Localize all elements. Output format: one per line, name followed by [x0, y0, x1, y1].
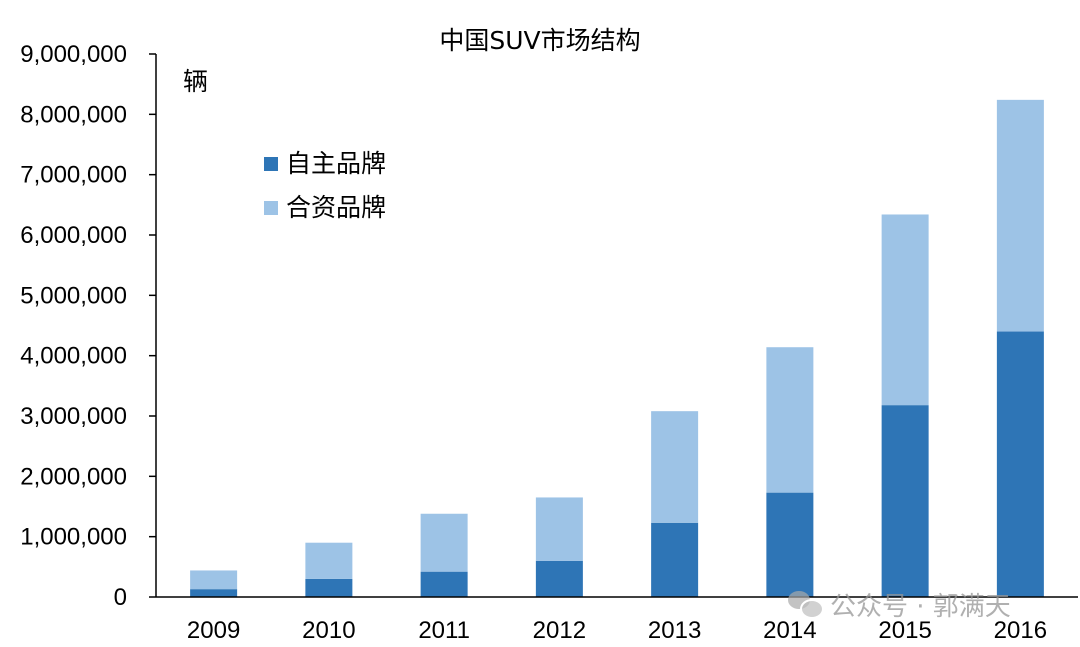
x-axis: 2009 2010 2011 2012 2013 2014 2015 2016 [187, 617, 1047, 644]
watermark: 公众号 · 郭满天 [788, 584, 1011, 624]
y-tick-label: 7,000,000 [20, 162, 127, 189]
y-tick-label: 1,000,000 [20, 524, 127, 551]
y-tick-label: 4,000,000 [20, 343, 127, 370]
bar-domestic-2016 [996, 331, 1044, 597]
chart-title: 中国SUV市场结构 [439, 26, 640, 55]
legend-swatch [264, 201, 278, 215]
bars [190, 99, 1044, 597]
bar-jv-2009 [190, 570, 238, 590]
bar-jv-2012 [535, 497, 583, 561]
legend-label: 合资品牌 [286, 193, 386, 222]
bar-domestic-2014 [766, 492, 814, 597]
bar-domestic-2009 [190, 589, 238, 597]
bar-domestic-2011 [420, 571, 468, 597]
x-tick-label: 2016 [994, 617, 1047, 644]
y-tick-label: 8,000,000 [20, 101, 127, 128]
bar-jv-2014 [766, 347, 814, 493]
wechat-icon [788, 589, 824, 619]
y-axis-unit: 辆 [183, 67, 208, 96]
axes [155, 54, 1078, 598]
watermark-text: 公众号 · 郭满天 [830, 591, 1011, 622]
bar-jv-2015 [881, 214, 929, 406]
y-tick-label: 2,000,000 [20, 463, 127, 490]
x-tick-label: 2013 [648, 617, 701, 644]
legend-label: 自主品牌 [286, 149, 386, 178]
y-tick-label: 0 [114, 584, 127, 611]
y-tick-label: 9,000,000 [20, 41, 127, 68]
bar-jv-2016 [996, 99, 1044, 332]
x-tick-label: 2012 [533, 617, 586, 644]
bar-jv-2010 [305, 542, 353, 579]
y-tick-label: 3,000,000 [20, 403, 127, 430]
bar-domestic-2010 [305, 578, 353, 597]
y-tick-label: 6,000,000 [20, 222, 127, 249]
y-axis: 0 1,000,000 2,000,000 3,000,000 4,000,000 5,0… [20, 41, 156, 611]
bar-jv-2011 [420, 513, 468, 572]
bar-domestic-2012 [535, 560, 583, 597]
x-tick-label: 2010 [302, 617, 355, 644]
x-tick-label: 2009 [187, 617, 240, 644]
bar-domestic-2013 [651, 522, 699, 597]
legend-swatch [264, 157, 278, 171]
bar-jv-2013 [651, 411, 699, 523]
x-tick-label: 2014 [763, 617, 816, 644]
y-tick-label: 5,000,000 [20, 282, 127, 309]
bar-domestic-2015 [881, 405, 929, 597]
x-tick-label: 2015 [878, 617, 931, 644]
x-tick-label: 2011 [418, 617, 470, 644]
